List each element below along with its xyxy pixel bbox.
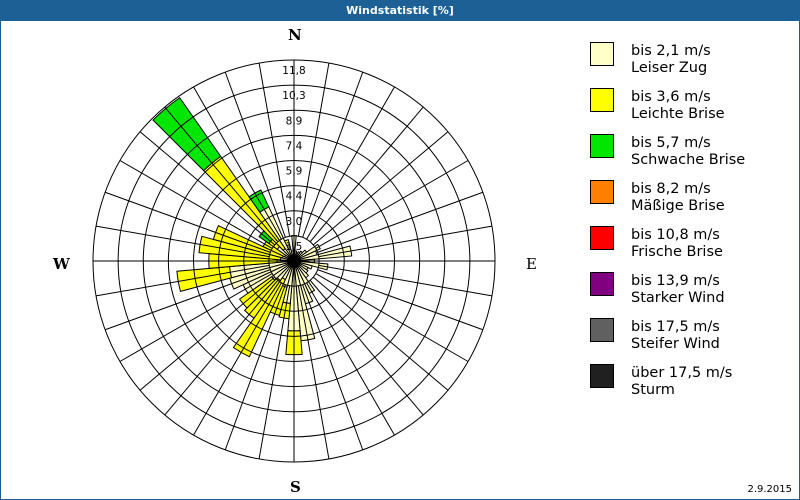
legend-range: bis 13,9 m/s [631, 273, 720, 289]
legend-item: bis 10,8 m/s Frische Brise [590, 226, 790, 272]
grid-spoke [318, 225, 493, 258]
legend-item: bis 5,7 m/s Schwache Brise [590, 134, 790, 180]
legend-name: Schwache Brise [631, 152, 746, 168]
grid-spoke [312, 276, 449, 391]
legend-name: Steifer Wind [631, 336, 720, 352]
grid-spoke [309, 106, 424, 243]
date-label: 2.9.2015 [747, 484, 792, 495]
legend-swatch [590, 42, 614, 66]
legend-range: bis 2,1 m/s [631, 43, 711, 59]
radial-tick-label: 3,0 [286, 216, 303, 228]
window-title: Windstatistik [%] [0, 0, 800, 21]
legend-name: Starker Wind [631, 290, 725, 306]
grid-spoke [193, 86, 282, 240]
grid-spoke [119, 273, 273, 362]
radial-tick-label: 10,3 [282, 90, 305, 102]
grid-spoke [119, 160, 273, 249]
wind-sector-wedge [152, 97, 222, 172]
legend-swatch [590, 88, 614, 112]
center-hub [287, 254, 301, 268]
legend-name: Sturm [631, 382, 675, 398]
grid-spoke [317, 269, 484, 331]
grid-spoke [95, 264, 270, 297]
grid-spoke [297, 62, 330, 237]
radial-tick-label: 8,9 [286, 115, 303, 127]
legend-swatch [590, 272, 614, 296]
compass-west-label: W [53, 255, 70, 273]
grid-spoke [95, 225, 270, 258]
grid-spoke [224, 284, 286, 451]
legend-range: bis 3,6 m/s [631, 89, 711, 105]
legend-range: bis 17,5 m/s [631, 319, 720, 335]
compass-south-label: S [290, 478, 301, 496]
grid-spoke [139, 276, 276, 391]
legend-item: bis 8,2 m/s Mäßige Brise [590, 180, 790, 226]
grid-spoke [224, 71, 286, 238]
grid-spoke [258, 62, 291, 237]
grid-spoke [306, 282, 395, 436]
grid-spoke [306, 86, 395, 240]
wind-sector-wedge [198, 235, 282, 261]
grid-spoke [164, 279, 279, 416]
legend-swatch [590, 318, 614, 342]
grid-spoke [164, 106, 279, 243]
legend-name: Leichte Brise [631, 106, 725, 122]
legend-range: über 17,5 m/s [631, 365, 733, 381]
wind-sector-wedge [176, 266, 233, 293]
legend-swatch [590, 134, 614, 158]
radial-tick-label: 11,8 [282, 65, 305, 77]
legend: bis 2,1 m/s Leiser Zug bis 3,6 m/s Leichte… [590, 42, 790, 410]
grid-spoke [139, 131, 276, 246]
legend-item: bis 3,6 m/s Leichte Brise [590, 88, 790, 134]
legend-item: über 17,5 m/s Sturm [590, 364, 790, 410]
radial-tick-label: 7,4 [286, 140, 303, 152]
grid-spoke [302, 284, 364, 451]
wind-rose-chart: 1,5 3,0 4,4 5,9 7,4 8,9 10,3 11,8 [92, 59, 496, 463]
grid-spoke [302, 71, 364, 238]
legend-swatch [590, 226, 614, 250]
radial-tick-label: 4,4 [286, 191, 303, 203]
grid-spoke [193, 282, 282, 436]
radial-tick-label: 1,5 [286, 241, 303, 253]
legend-name: Mäßige Brise [631, 198, 725, 214]
compass-east-label: E [526, 255, 537, 273]
legend-range: bis 5,7 m/s [631, 135, 711, 151]
grid-spoke [104, 269, 271, 331]
grid-spoke [317, 191, 484, 253]
grid-spoke [312, 131, 449, 246]
grid-spoke [315, 160, 469, 249]
legend-swatch [590, 180, 614, 204]
grid-spoke [297, 285, 330, 460]
legend-item: bis 17,5 m/s Steifer Wind [590, 318, 790, 364]
legend-name: Leiser Zug [631, 60, 708, 76]
legend-range: bis 8,2 m/s [631, 181, 711, 197]
grid-spoke [258, 285, 291, 460]
compass-north-label: N [288, 26, 302, 44]
legend-name: Frische Brise [631, 244, 723, 260]
wind-sector-wedge [283, 238, 291, 247]
radial-tick-label: 5,9 [286, 166, 303, 178]
grid-spoke [318, 264, 493, 297]
legend-item: bis 13,9 m/s Starker Wind [590, 272, 790, 318]
legend-item: bis 2,1 m/s Leiser Zug [590, 42, 790, 88]
grid-spoke [309, 279, 424, 416]
wind-sector-wedge [212, 225, 284, 259]
grid-spoke [104, 191, 271, 253]
legend-swatch [590, 364, 614, 388]
legend-range: bis 10,8 m/s [631, 227, 720, 243]
grid-spoke [315, 273, 469, 362]
